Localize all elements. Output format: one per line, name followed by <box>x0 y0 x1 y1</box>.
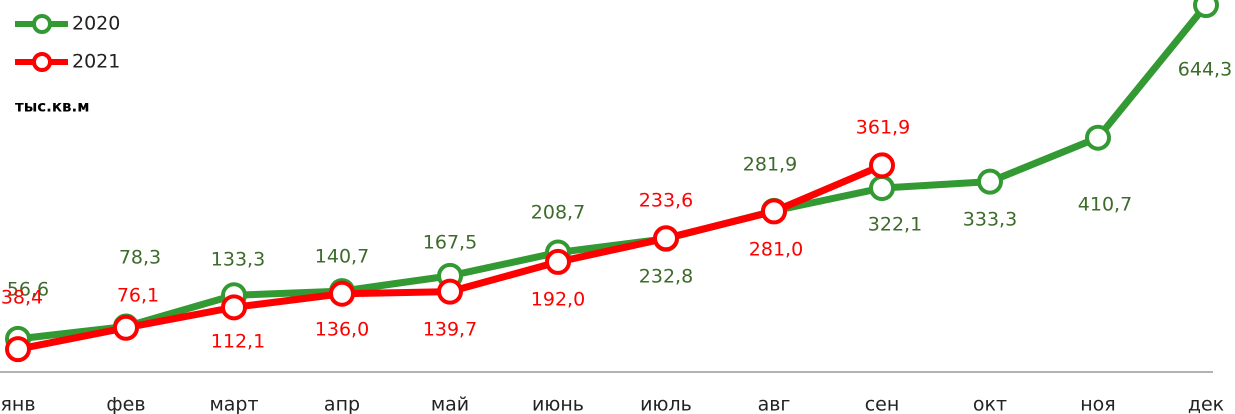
point <box>545 248 571 275</box>
point <box>869 175 895 202</box>
data-label: 232,8 <box>639 266 693 288</box>
data-label: 112,1 <box>211 331 265 353</box>
unit-label: тыс.кв.м <box>15 98 89 116</box>
data-label: 644,3 <box>1178 59 1232 81</box>
legend-marker <box>32 14 52 34</box>
legend-label: 2020 <box>72 13 120 35</box>
point <box>653 225 679 252</box>
x-tick-label: июнь <box>532 394 584 414</box>
data-label: 78,3 <box>119 247 161 269</box>
data-label: 140,7 <box>315 246 369 268</box>
series-line <box>17 2 1209 343</box>
point <box>329 280 355 307</box>
point <box>1193 0 1219 18</box>
x-tick-label: март <box>209 394 258 414</box>
data-label: 410,7 <box>1078 194 1132 216</box>
data-label: 333,3 <box>963 209 1017 231</box>
point <box>437 278 463 305</box>
data-label: 281,9 <box>743 154 797 176</box>
data-label: 38,4 <box>1 287 43 309</box>
x-tick-label: дек <box>1188 394 1224 414</box>
point <box>221 294 247 321</box>
x-tick-label: ноя <box>1080 394 1115 414</box>
x-tick-label: окт <box>973 394 1007 414</box>
x-tick-label: июль <box>640 394 692 414</box>
data-label: 208,7 <box>531 202 585 224</box>
point <box>761 198 787 225</box>
data-label: 192,0 <box>531 289 585 311</box>
point <box>113 314 139 341</box>
data-label: 167,5 <box>423 232 477 254</box>
data-label: 139,7 <box>423 319 477 341</box>
x-tick-label: апр <box>324 394 360 414</box>
data-label: 133,3 <box>211 249 265 271</box>
data-label: 136,0 <box>315 319 369 341</box>
point <box>5 336 31 363</box>
x-tick-label: фев <box>106 394 145 414</box>
point <box>869 152 895 179</box>
point <box>977 168 1003 195</box>
data-label: 281,0 <box>749 239 803 261</box>
data-label: 361,9 <box>856 117 910 139</box>
x-tick-label: май <box>431 394 469 414</box>
x-tick-label: авг <box>758 394 791 414</box>
point <box>1085 124 1111 151</box>
x-tick-label: сен <box>865 394 900 414</box>
data-label: 76,1 <box>117 285 159 307</box>
data-label: 322,1 <box>868 214 922 236</box>
data-label: 56,6 <box>7 279 49 301</box>
x-tick-label: янв <box>0 394 35 414</box>
data-label: 233,6 <box>639 190 693 212</box>
legend-label: 2021 <box>72 51 120 73</box>
legend-marker <box>32 52 52 72</box>
